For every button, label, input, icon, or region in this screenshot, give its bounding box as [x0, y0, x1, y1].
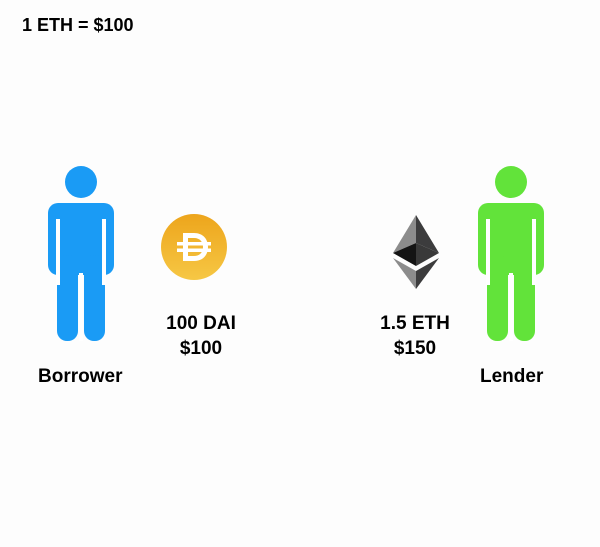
- eth-value: $150: [393, 338, 437, 359]
- dai-amount-block: 100 DAI $100: [141, 311, 261, 361]
- dai-amount: 100 DAI: [166, 313, 236, 334]
- dai-value: $100: [179, 338, 223, 359]
- borrower-person-icon: [48, 165, 114, 346]
- lender-person-icon: [478, 165, 544, 346]
- ethereum-icon: [393, 215, 439, 294]
- dai-coin-icon: [161, 214, 227, 285]
- eth-amount-block: 1.5 ETH $150: [355, 311, 475, 361]
- eth-amount: 1.5 ETH: [380, 313, 450, 334]
- borrower-label: Borrower: [38, 366, 123, 387]
- exchange-rate-text: 1 ETH = $100: [22, 15, 134, 35]
- lender-label: Lender: [480, 366, 544, 387]
